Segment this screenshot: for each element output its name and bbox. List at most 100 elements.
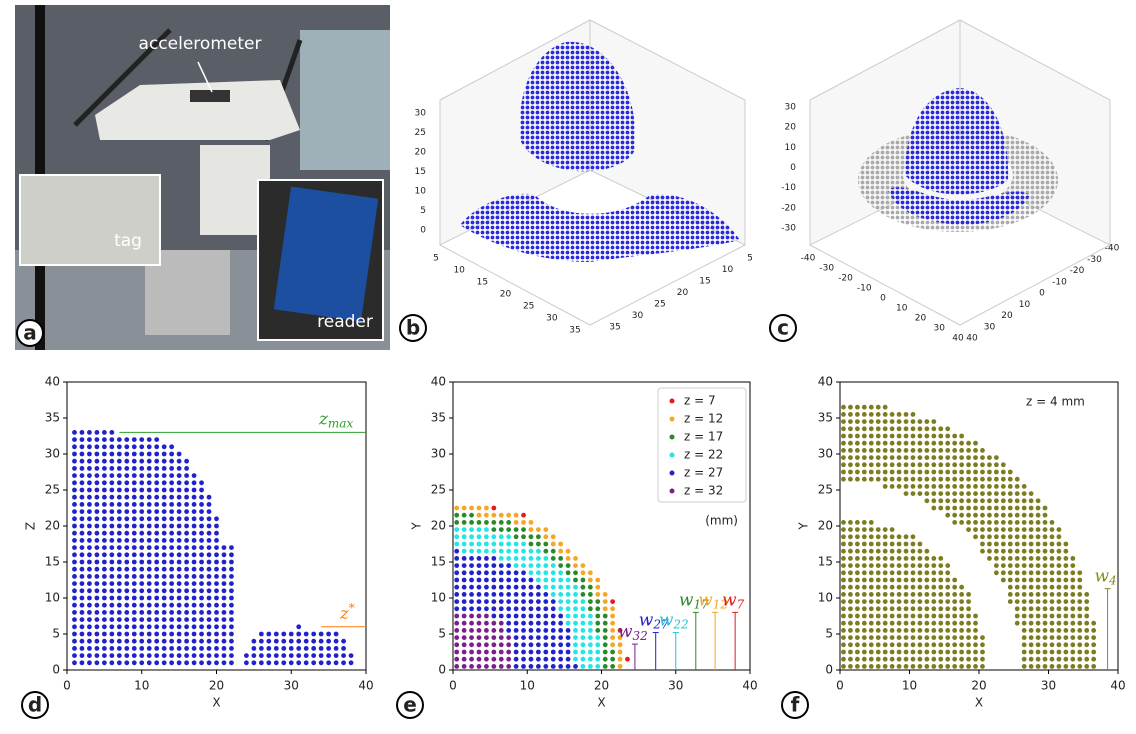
point <box>945 484 951 489</box>
point <box>1014 498 1020 504</box>
point <box>1028 606 1034 612</box>
point <box>454 635 460 640</box>
point <box>917 433 923 439</box>
point <box>910 563 916 568</box>
point <box>528 577 534 583</box>
point <box>491 512 497 518</box>
point <box>161 638 167 644</box>
point <box>889 541 895 547</box>
point <box>1056 541 1062 547</box>
point <box>875 599 881 604</box>
tick-label: 30 <box>984 322 996 332</box>
point <box>587 592 593 597</box>
point <box>258 653 264 658</box>
point <box>924 491 930 496</box>
point <box>169 523 175 529</box>
point <box>565 613 571 619</box>
point <box>169 502 175 507</box>
point <box>326 631 332 637</box>
point <box>87 545 92 550</box>
point <box>848 469 853 475</box>
point <box>229 566 234 572</box>
point <box>484 599 489 604</box>
y-tick-label: 0 <box>52 663 60 677</box>
point <box>868 628 874 633</box>
point <box>498 620 504 626</box>
point <box>513 584 519 590</box>
point <box>72 638 77 644</box>
point <box>161 509 167 514</box>
point <box>861 656 867 662</box>
point <box>94 552 100 558</box>
point <box>498 649 504 655</box>
point <box>266 631 272 637</box>
point <box>868 599 874 604</box>
point <box>124 480 130 486</box>
point <box>868 613 874 619</box>
point <box>221 595 227 601</box>
point <box>1035 592 1041 597</box>
point <box>258 631 264 637</box>
point <box>917 592 923 597</box>
point <box>952 520 958 525</box>
point <box>903 592 909 597</box>
point <box>973 534 978 540</box>
point <box>131 646 137 651</box>
point <box>558 656 564 662</box>
point <box>861 433 867 439</box>
point <box>109 638 115 644</box>
point <box>854 556 860 561</box>
point <box>506 620 512 626</box>
point <box>273 660 279 666</box>
point <box>454 606 460 612</box>
tick-label: -40 <box>1105 244 1120 254</box>
point <box>87 494 92 500</box>
point <box>889 484 895 489</box>
point <box>491 556 497 561</box>
point <box>543 534 549 540</box>
point <box>1028 512 1034 518</box>
point <box>79 660 85 666</box>
point <box>176 466 182 471</box>
point <box>161 631 167 637</box>
point <box>221 638 227 644</box>
point <box>311 660 317 666</box>
point <box>848 412 853 417</box>
point <box>484 534 489 540</box>
point <box>854 635 860 640</box>
y-tick-label: 15 <box>431 555 446 569</box>
point <box>558 620 564 626</box>
point <box>1028 570 1034 576</box>
point <box>124 538 130 543</box>
y-tick-label: 40 <box>818 375 833 389</box>
point <box>513 534 519 540</box>
point <box>848 599 853 604</box>
point <box>124 574 130 579</box>
point <box>875 620 881 626</box>
point <box>72 602 77 608</box>
point <box>146 646 152 651</box>
point <box>558 548 564 554</box>
point <box>848 520 853 525</box>
point <box>176 653 182 658</box>
point <box>966 613 971 619</box>
point <box>973 498 978 504</box>
point <box>161 581 167 586</box>
point <box>1021 520 1027 525</box>
point <box>229 581 234 586</box>
point <box>910 419 916 424</box>
point <box>131 451 137 457</box>
point <box>1049 527 1055 532</box>
point <box>79 574 85 579</box>
point <box>139 523 145 529</box>
annotation-part: w <box>698 590 713 610</box>
point <box>980 664 985 669</box>
point <box>109 458 115 464</box>
point <box>910 649 916 655</box>
point <box>484 570 489 576</box>
point <box>875 664 881 669</box>
tick-label: 5 <box>747 254 753 264</box>
point <box>896 642 902 648</box>
point <box>938 476 944 482</box>
point <box>94 502 100 507</box>
